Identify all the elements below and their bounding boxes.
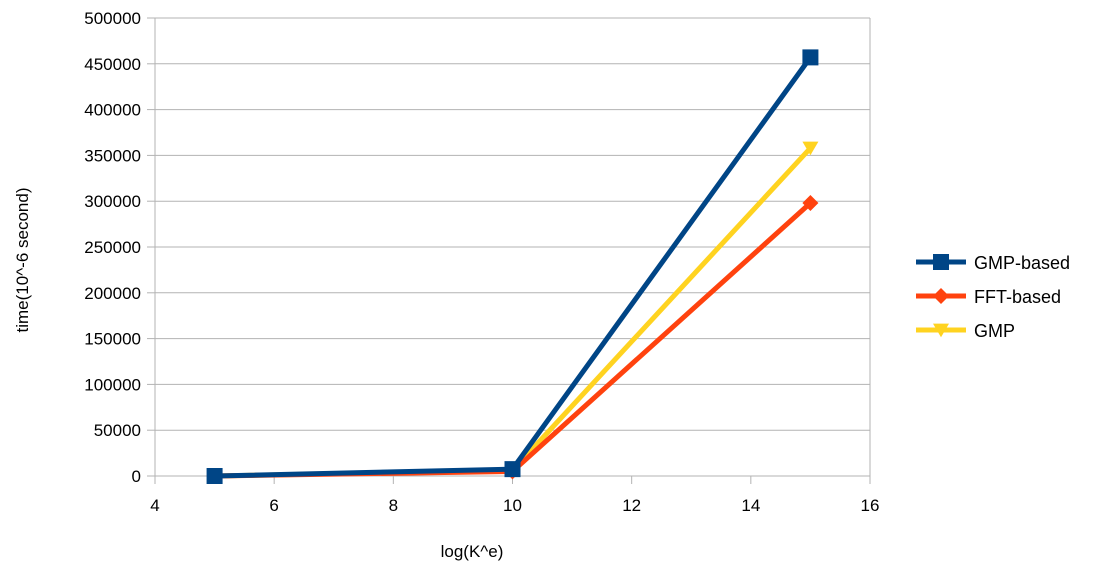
gridlines <box>147 17 870 477</box>
x-axis-label: log(K^e) <box>441 542 504 561</box>
x-tick-label: 8 <box>389 496 398 515</box>
legend-marker <box>933 254 949 270</box>
y-tick-label: 100000 <box>84 375 141 394</box>
data-point-FFT-based <box>802 195 819 212</box>
legend-marker <box>933 288 949 304</box>
legend-marker <box>933 323 949 338</box>
y-tick-label: 400000 <box>84 101 141 120</box>
data-point-GMP <box>802 141 819 156</box>
legend-item-GMP-based: GMP-based <box>916 253 1070 273</box>
axes <box>154 18 871 484</box>
series-line-GMP-based <box>214 55 813 479</box>
y-tick-label: 50000 <box>94 421 141 440</box>
y-tick-label: 450000 <box>84 55 141 74</box>
y-tick-label: 0 <box>132 467 141 486</box>
series-GMP <box>206 141 819 484</box>
legend-item-FFT-based: FFT-based <box>916 287 1061 307</box>
y-tick-label: 250000 <box>84 238 141 257</box>
x-tick-label: 16 <box>861 496 880 515</box>
x-tick-label: 12 <box>622 496 641 515</box>
y-tick-label: 150000 <box>84 330 141 349</box>
legend-label: GMP <box>974 321 1015 341</box>
y-tick-label: 200000 <box>84 284 141 303</box>
legend-item-GMP: GMP <box>916 321 1015 341</box>
data-point-GMP-based <box>802 49 819 66</box>
y-tick-label: 500000 <box>84 9 141 28</box>
series-group <box>206 49 819 484</box>
y-tick-label: 350000 <box>84 146 141 165</box>
x-tick-labels: 4 6 8 10 12 14 16 <box>150 496 879 515</box>
series-line-GMP <box>214 146 813 479</box>
series-GMP-based <box>206 49 819 484</box>
x-tick-label: 14 <box>741 496 760 515</box>
legend-label: FFT-based <box>974 287 1061 307</box>
x-tick-label: 4 <box>150 496 159 515</box>
x-tick-label: 6 <box>269 496 278 515</box>
x-tick-label: 10 <box>503 496 522 515</box>
y-tick-label: 300000 <box>84 192 141 211</box>
legend: GMP-based FFT-based GMP <box>916 253 1070 341</box>
y-tick-labels: 0 50000 100000 150000 200000 250000 300000 3500… <box>84 9 141 486</box>
data-point-GMP-based <box>504 461 521 478</box>
data-point-GMP-based <box>206 468 223 484</box>
legend-label: GMP-based <box>974 253 1070 273</box>
y-axis-label: time(10^-6 second) <box>13 188 32 333</box>
